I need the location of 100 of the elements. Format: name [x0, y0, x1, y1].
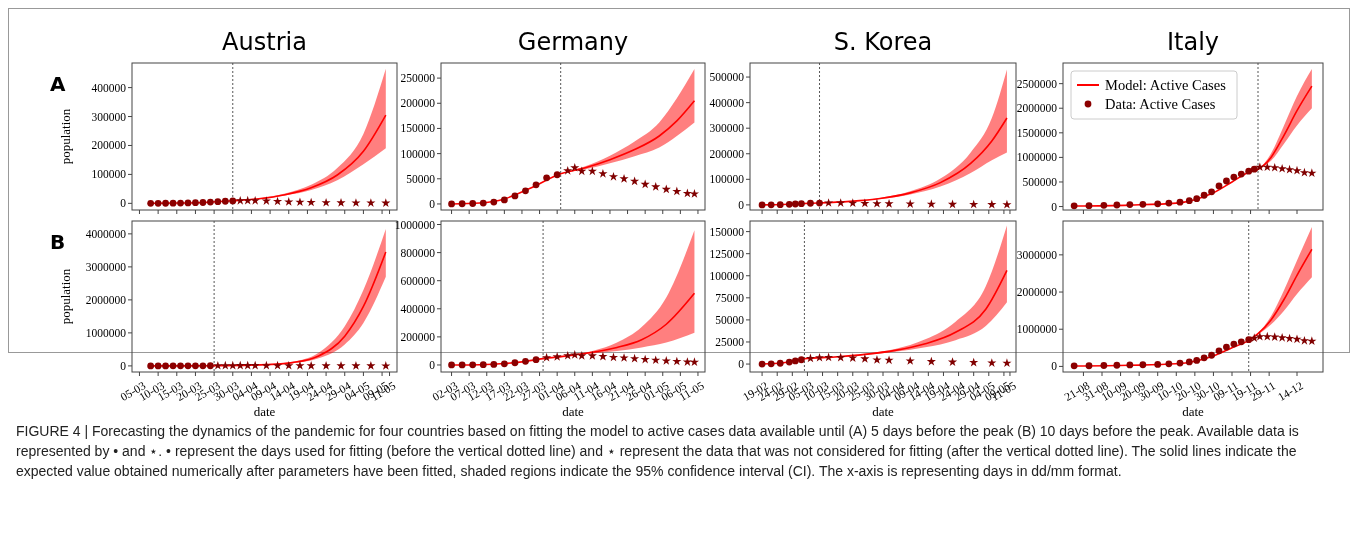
point [522, 187, 529, 195]
x-axis-title: date [872, 404, 895, 419]
legend-label: Model: Active Cases [1105, 77, 1227, 94]
point [570, 162, 580, 172]
point [1193, 357, 1201, 364]
y-tick-label: 2000000 [1016, 286, 1058, 299]
point [1292, 165, 1302, 175]
x-axis-title: date [1182, 404, 1205, 419]
y-tick-label: 100000 [91, 168, 127, 181]
point [543, 174, 550, 182]
point [1223, 343, 1230, 351]
chart-title: Italy [1166, 28, 1220, 56]
point [563, 165, 573, 175]
y-tick-label: 300000 [709, 122, 745, 135]
point [608, 171, 619, 181]
point [1085, 202, 1093, 210]
y-tick-label: 4000000 [85, 227, 127, 240]
point [1176, 198, 1184, 206]
y-tick-label: 2000000 [1016, 102, 1058, 115]
point [490, 198, 498, 206]
point [1193, 195, 1201, 203]
point [1139, 361, 1147, 369]
y-tick-label: 150000 [400, 122, 436, 135]
point [553, 171, 561, 179]
point [1270, 162, 1280, 172]
y-tick-label: 0 [1051, 360, 1058, 373]
chart-title: S. Korea [833, 28, 933, 56]
y-tick-label: 0 [1051, 200, 1058, 213]
point [1255, 162, 1265, 172]
text: B [50, 230, 66, 254]
point [1262, 331, 1272, 341]
point [1245, 336, 1253, 344]
point [1292, 334, 1302, 344]
point [1208, 351, 1215, 359]
y-tick-label: 0 [120, 359, 127, 372]
y-tick-label: 200000 [709, 147, 745, 160]
y-tick-label: 2000000 [85, 293, 127, 306]
point [1200, 354, 1208, 362]
y-tick-label: 100000 [400, 147, 436, 160]
point [1100, 362, 1108, 369]
y-tick-label: 50000 [715, 313, 745, 326]
y-tick-label: 0 [429, 197, 436, 210]
y-tick-label: 200000 [400, 97, 436, 110]
point [1185, 197, 1193, 205]
y-tick-label: 2500000 [1016, 77, 1058, 90]
point [1299, 335, 1310, 345]
point [1215, 347, 1223, 355]
point [1223, 177, 1230, 185]
point [689, 189, 700, 198]
y-tick-label: 1000000 [394, 218, 436, 231]
point [1299, 167, 1310, 177]
y-tick-label: 0 [738, 358, 745, 371]
y-tick-label: 400000 [400, 302, 436, 315]
point [1250, 165, 1258, 173]
point [672, 186, 682, 196]
y-tick-label: 100000 [709, 173, 745, 186]
point [1070, 362, 1078, 370]
point [500, 196, 508, 204]
y-tick-label: 200000 [91, 139, 127, 152]
point [1230, 173, 1238, 181]
point [651, 182, 661, 191]
y-axis-title: population [58, 108, 73, 165]
point [577, 166, 587, 176]
point [448, 200, 455, 208]
y-tick-label: 0 [120, 197, 127, 210]
point [1230, 340, 1238, 348]
point [1255, 331, 1265, 341]
y-tick-label: 400000 [91, 81, 127, 94]
y-tick-label: 200000 [400, 330, 436, 343]
text: A [50, 72, 66, 96]
point [1100, 201, 1108, 209]
y-tick-label: 500000 [1022, 176, 1058, 188]
y-tick-label: 0 [738, 198, 745, 211]
point [1237, 338, 1245, 346]
point [661, 184, 671, 194]
y-tick-label: 25000 [715, 336, 745, 348]
point [619, 173, 629, 183]
point [1200, 191, 1208, 199]
point [1176, 359, 1184, 367]
point [1165, 199, 1173, 207]
point [1208, 188, 1215, 196]
y-tick-label: 800000 [400, 246, 436, 259]
point [1262, 162, 1272, 172]
y-tick-label: 300000 [91, 110, 127, 123]
point [458, 200, 466, 208]
legend-label: Data: Active Cases [1105, 96, 1216, 113]
point [1154, 200, 1162, 208]
point [630, 176, 640, 186]
y-tick-label: 50000 [406, 172, 436, 185]
point [1185, 358, 1193, 366]
point [1284, 164, 1295, 174]
chart-title: Austria [222, 28, 307, 56]
point [1113, 201, 1121, 209]
point [1070, 202, 1078, 210]
point [1126, 201, 1134, 208]
y-tick-label: 1000000 [1016, 151, 1058, 164]
point [1126, 361, 1134, 369]
point [511, 192, 519, 200]
point [1277, 163, 1287, 173]
point [469, 200, 477, 207]
